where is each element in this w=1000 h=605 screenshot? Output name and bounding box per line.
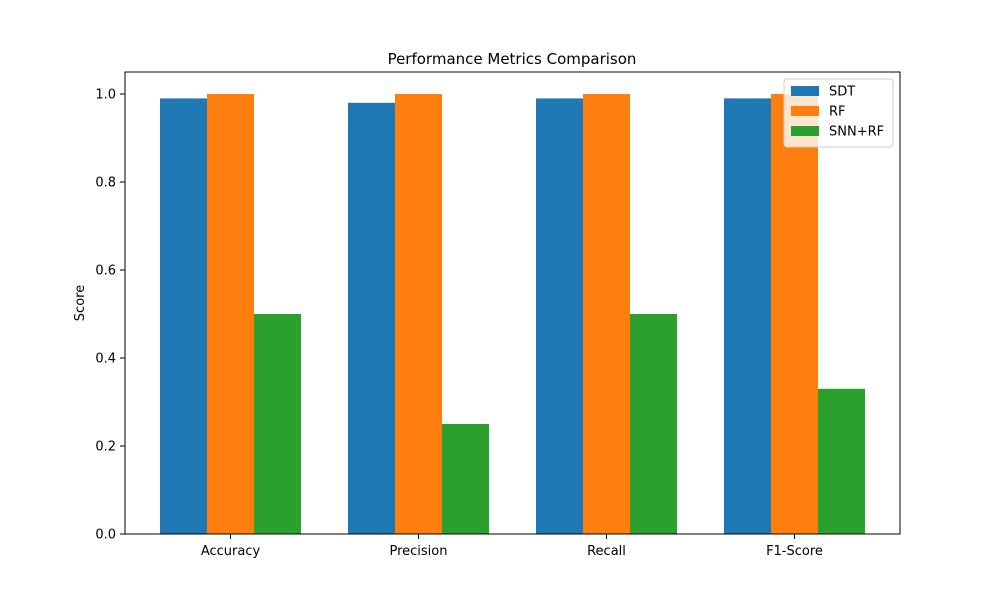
bars-group: [160, 94, 865, 535]
bar-sdt-accuracy: [160, 98, 207, 535]
bar-sdt-precision: [348, 102, 395, 535]
legend-swatch: [791, 126, 819, 136]
plot-frame: [124, 71, 901, 535]
y-tick-label: 1.0: [95, 88, 116, 103]
legend-label: SNN+RF: [829, 125, 884, 140]
y-axis: 0.0 0.2 0.4 0.6 0.8 1.0: [95, 88, 125, 543]
y-tick-label: 0.2: [95, 440, 116, 455]
x-tick-label: Precision: [389, 544, 447, 559]
legend-swatch: [791, 86, 819, 96]
bar-sdt-f1-score: [724, 98, 771, 535]
bar-snn-rf-recall: [630, 314, 677, 534]
bar-rf-recall: [583, 94, 630, 534]
bar-rf-f1-score: [771, 94, 818, 534]
chart-title: Performance Metrics Comparison: [388, 50, 637, 68]
bar-snn-rf-accuracy: [254, 314, 301, 534]
y-axis-label: Score: [73, 285, 88, 321]
bar-sdt-recall: [536, 98, 583, 535]
bar-rf-precision: [395, 94, 442, 534]
legend-swatch: [791, 106, 819, 116]
y-tick-label: 0.4: [95, 352, 116, 367]
legend: SDT RF SNN+RF: [783, 78, 894, 148]
y-tick-label: 0.0: [95, 528, 116, 543]
bar-snn-rf-precision: [442, 424, 489, 534]
x-tick-label: Recall: [587, 544, 626, 559]
x-axis: Accuracy Precision Recall F1-Score: [201, 534, 823, 559]
y-tick-label: 0.8: [95, 176, 116, 191]
x-tick-label: F1-Score: [766, 544, 823, 559]
legend-label: SDT: [829, 85, 855, 100]
x-tick-label: Accuracy: [201, 544, 261, 559]
bar-snn-rf-f1-score: [818, 388, 865, 534]
legend-label: RF: [829, 105, 846, 120]
y-tick-label: 0.6: [95, 264, 116, 279]
bar-rf-accuracy: [207, 94, 254, 534]
